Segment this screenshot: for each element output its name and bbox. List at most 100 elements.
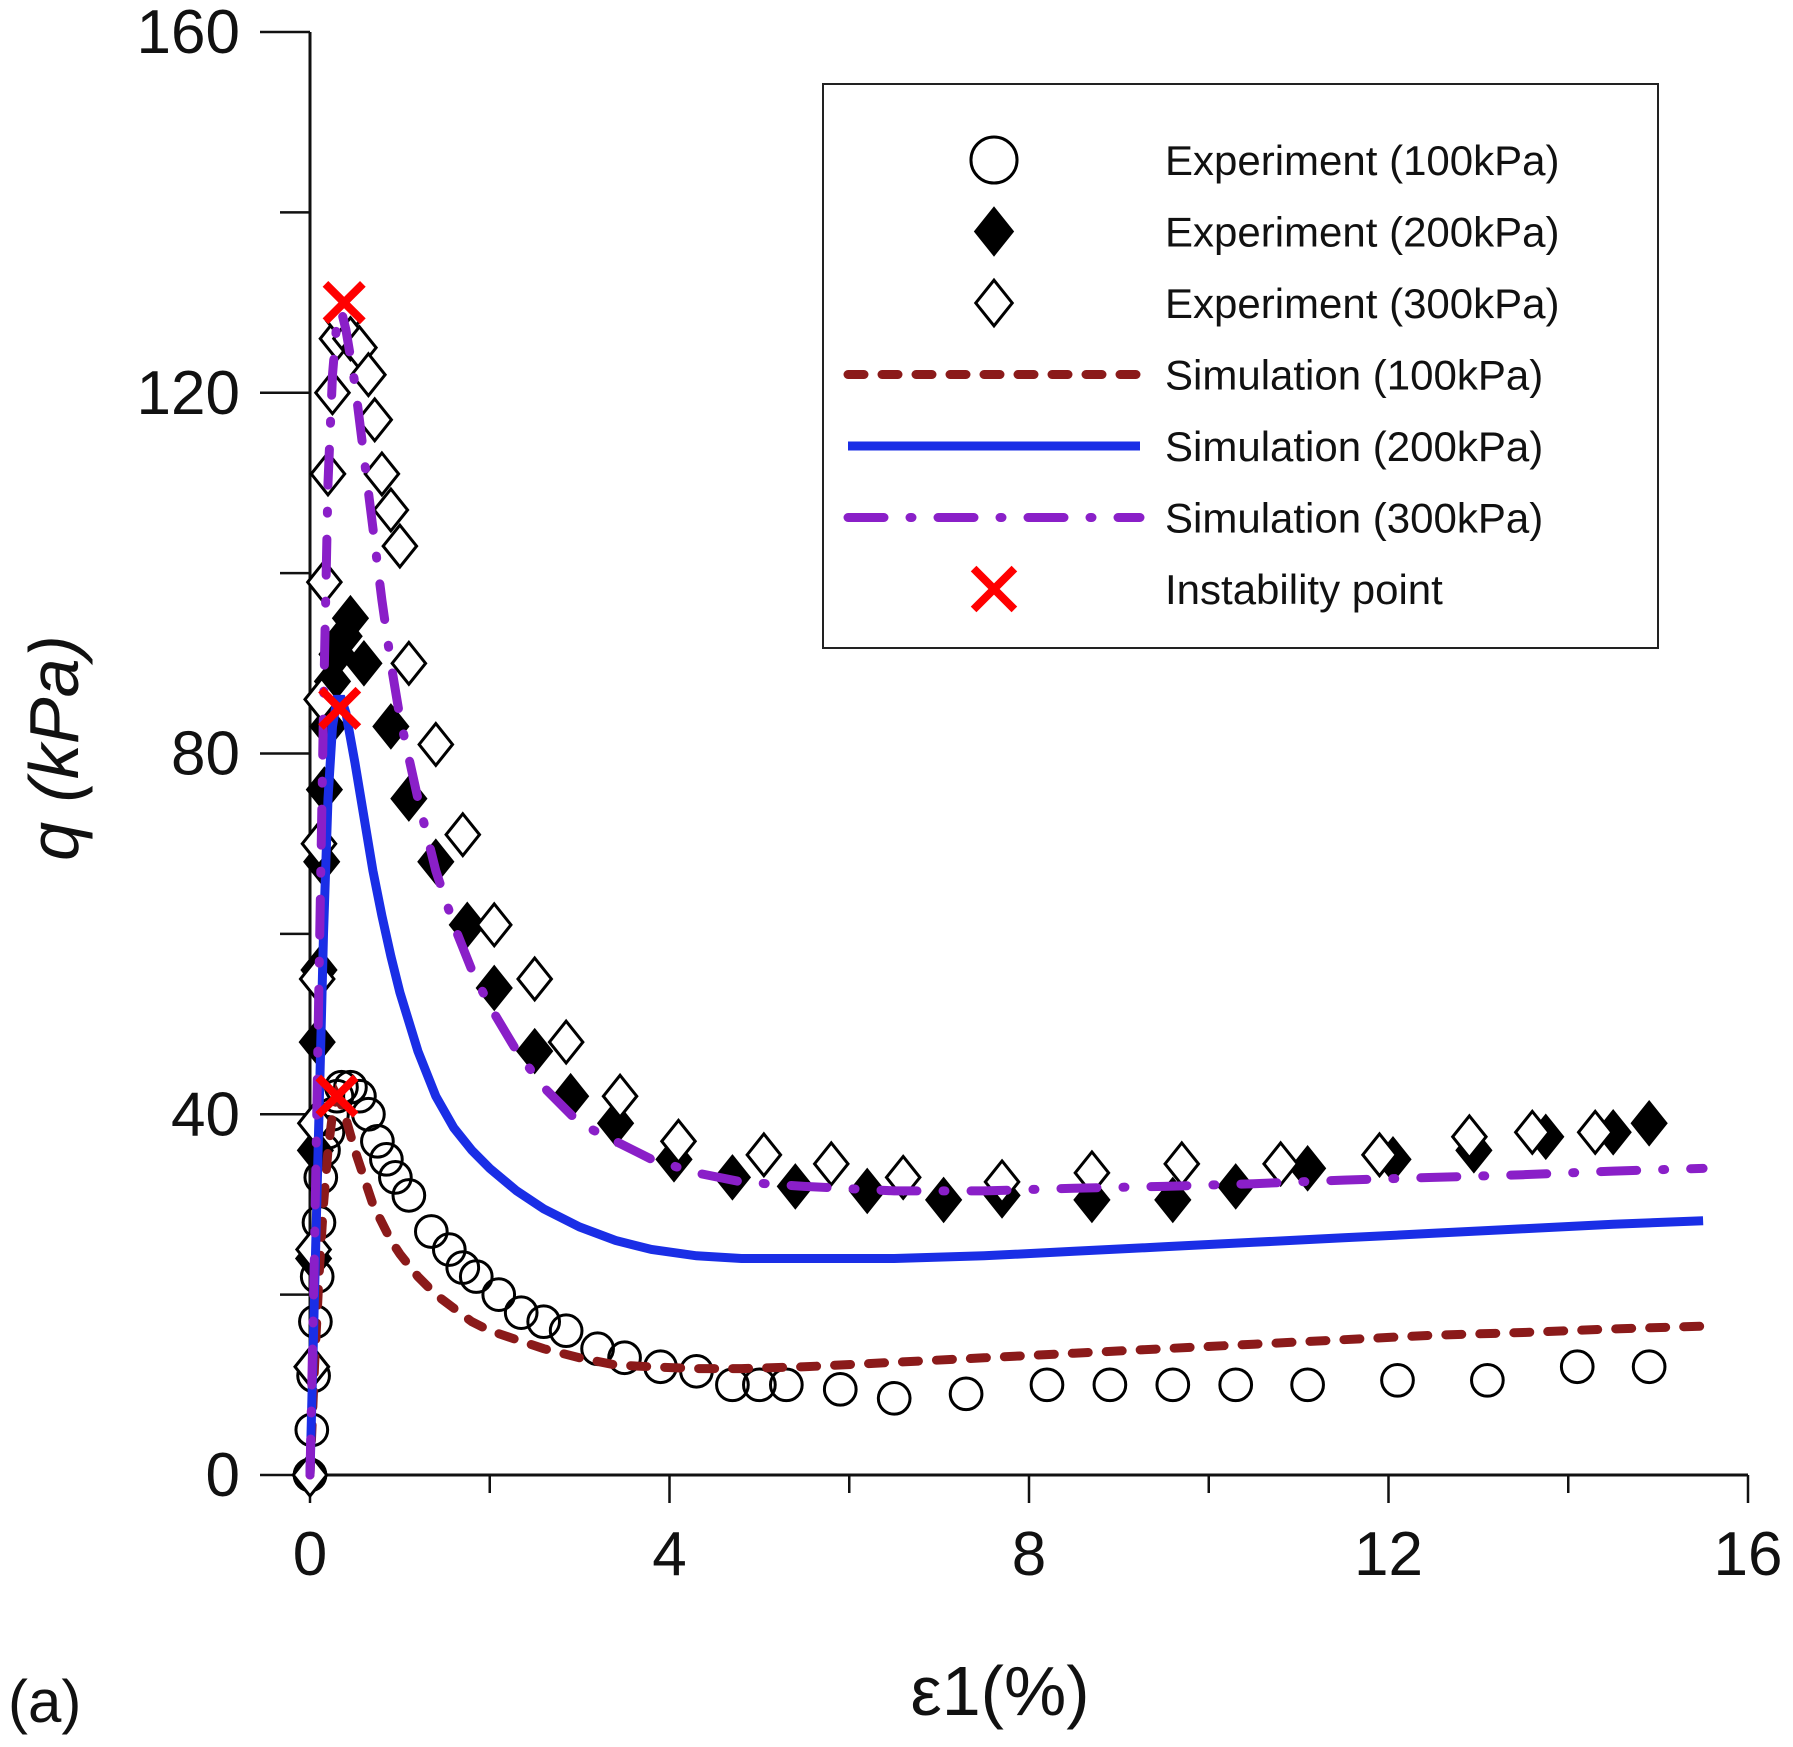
data-point bbox=[481, 1277, 517, 1312]
data-point bbox=[458, 1259, 494, 1294]
data-point bbox=[1073, 1176, 1111, 1224]
plot-area bbox=[291, 281, 1708, 1499]
data-point bbox=[391, 1178, 427, 1213]
series-line bbox=[305, 1083, 1708, 1480]
x-axis-title: ε1(%) bbox=[911, 1652, 1090, 1730]
x-tick-label: 4 bbox=[652, 1520, 686, 1589]
data-point bbox=[417, 721, 455, 768]
data-point bbox=[1092, 1367, 1128, 1403]
data-point bbox=[548, 1313, 584, 1349]
legend-symbol bbox=[973, 206, 1015, 257]
instability-marker bbox=[315, 1074, 359, 1118]
x-tick-label: 16 bbox=[1714, 1520, 1783, 1589]
data-point bbox=[342, 1078, 377, 1114]
data-point bbox=[884, 1154, 922, 1201]
y-tick-label: 120 bbox=[137, 359, 240, 428]
data-point bbox=[1163, 1140, 1201, 1188]
data-point bbox=[1262, 1140, 1300, 1188]
instability-x-stroke bbox=[970, 565, 1018, 613]
legend-label: Simulation (300kPa) bbox=[1165, 495, 1543, 542]
data-point bbox=[372, 703, 410, 750]
x-tick-label: 0 bbox=[293, 1520, 327, 1589]
data-point bbox=[822, 1371, 858, 1407]
instability-x-stroke bbox=[315, 1074, 359, 1118]
legend-entry: Simulation (300kPa) bbox=[843, 495, 1543, 542]
data-point bbox=[372, 486, 410, 534]
data-point bbox=[413, 1214, 449, 1249]
series-line bbox=[305, 694, 1704, 1476]
data-point bbox=[924, 1176, 963, 1224]
x-tick-label: 12 bbox=[1354, 1520, 1423, 1589]
data-point bbox=[1470, 1362, 1505, 1398]
data-point bbox=[331, 594, 370, 642]
x-axis-ticks: 0 4 8 12 16 bbox=[293, 1475, 1783, 1589]
legend-entry: Experiment (300kPa) bbox=[973, 277, 1560, 329]
y-tick-label: 80 bbox=[171, 720, 240, 789]
legend-frame bbox=[822, 83, 1659, 649]
data-point bbox=[378, 1160, 413, 1195]
instability-x-stroke bbox=[322, 281, 366, 325]
y-tick-label: 0 bbox=[206, 1441, 240, 1510]
data-point bbox=[516, 955, 554, 1003]
data-point bbox=[390, 640, 428, 687]
data-point bbox=[547, 1018, 585, 1066]
series-simulation-100kpa- bbox=[305, 1083, 1708, 1480]
x-tick-label: 8 bbox=[1012, 1520, 1046, 1589]
data-point bbox=[503, 1295, 539, 1331]
data-point bbox=[1631, 1349, 1667, 1385]
data-point bbox=[363, 450, 401, 498]
data-point bbox=[601, 1072, 639, 1120]
legend-label: Simulation (100kPa) bbox=[1165, 352, 1543, 399]
legend-symbol bbox=[970, 565, 1018, 613]
legend-entry: Instability point bbox=[970, 565, 1443, 613]
legend-label: Simulation (200kPa) bbox=[1165, 423, 1543, 470]
data-point bbox=[1029, 1367, 1065, 1403]
legend-symbol bbox=[973, 277, 1015, 329]
instability-x-stroke bbox=[318, 686, 362, 730]
data-point bbox=[745, 1131, 783, 1179]
legend-entry: Experiment (100kPa) bbox=[969, 135, 1560, 185]
series-simulation-300kpa- bbox=[305, 298, 1708, 1480]
series-line bbox=[305, 298, 1708, 1480]
data-point bbox=[1450, 1113, 1489, 1161]
series-instability-point bbox=[315, 281, 366, 1118]
data-point bbox=[444, 811, 482, 858]
legend-entry: Experiment (200kPa) bbox=[973, 206, 1560, 257]
data-point bbox=[526, 1304, 562, 1340]
y-tick-label: 160 bbox=[137, 0, 240, 67]
data-point bbox=[356, 396, 394, 444]
data-point bbox=[475, 964, 513, 1012]
data-point bbox=[948, 1376, 984, 1412]
instability-marker bbox=[318, 686, 362, 730]
legend-label: Experiment (100kPa) bbox=[1165, 137, 1560, 184]
data-point bbox=[431, 1232, 467, 1267]
data-point bbox=[876, 1381, 912, 1416]
y-axis-ticks: 0 40 80 120 160 bbox=[137, 0, 310, 1510]
data-point bbox=[516, 1027, 554, 1075]
legend-entry: Simulation (200kPa) bbox=[848, 423, 1543, 470]
legend-label: Experiment (200kPa) bbox=[1165, 209, 1560, 256]
instability-marker bbox=[322, 281, 366, 325]
series-simulation-200kpa- bbox=[305, 694, 1704, 1476]
data-point bbox=[607, 1340, 642, 1376]
data-point bbox=[1360, 1131, 1399, 1179]
data-point bbox=[369, 1142, 404, 1177]
data-point bbox=[1073, 1149, 1111, 1197]
y-axis-title: q (kPa) bbox=[15, 635, 93, 861]
data-point bbox=[659, 1118, 698, 1165]
data-point bbox=[1630, 1099, 1668, 1147]
data-point bbox=[360, 1123, 395, 1159]
panel-label: (a) bbox=[8, 1668, 81, 1735]
data-point bbox=[1513, 1108, 1551, 1156]
data-point bbox=[1154, 1176, 1192, 1224]
data-point bbox=[1380, 1362, 1415, 1398]
legend-symbol bbox=[969, 135, 1019, 185]
data-point bbox=[475, 901, 513, 949]
data-point bbox=[349, 351, 388, 399]
legend-label: Instability point bbox=[1165, 566, 1443, 613]
y-tick-label: 40 bbox=[171, 1080, 240, 1149]
data-point bbox=[812, 1140, 850, 1188]
data-point bbox=[1576, 1108, 1614, 1156]
legend-entry: Simulation (100kPa) bbox=[843, 352, 1543, 399]
